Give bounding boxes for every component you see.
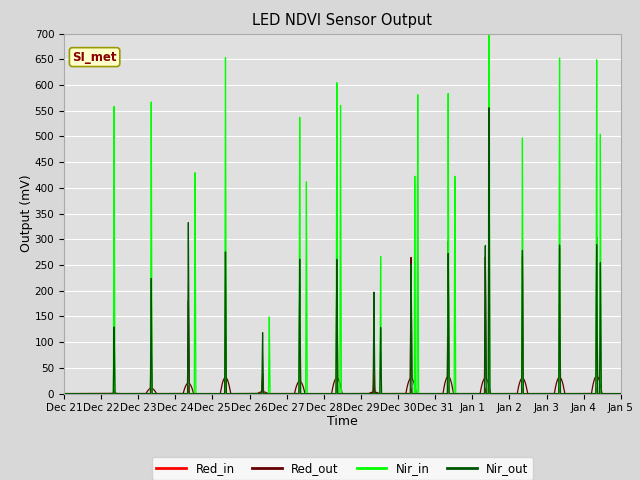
Title: LED NDVI Sensor Output: LED NDVI Sensor Output (252, 13, 433, 28)
Legend: Red_in, Red_out, Nir_in, Nir_out: Red_in, Red_out, Nir_in, Nir_out (152, 457, 533, 480)
Y-axis label: Output (mV): Output (mV) (20, 175, 33, 252)
X-axis label: Time: Time (327, 415, 358, 428)
Text: SI_met: SI_met (72, 50, 117, 63)
